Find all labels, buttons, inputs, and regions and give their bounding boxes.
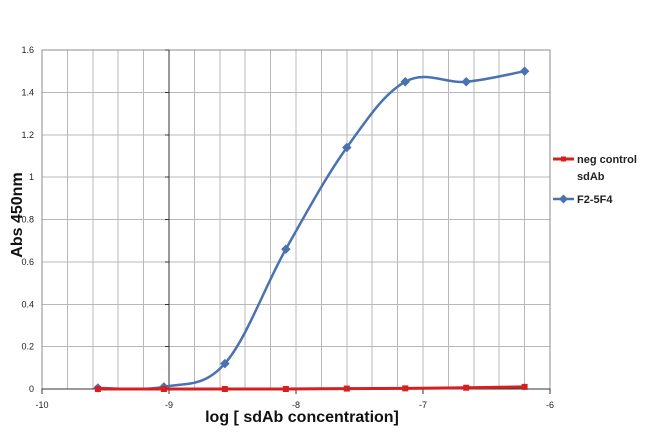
data-point <box>463 384 470 391</box>
legend-label: neg control <box>577 154 637 166</box>
legend: neg control sdAb F2-5F4 <box>553 154 637 206</box>
series-line <box>97 69 525 391</box>
x-axis: -10 -9 -8 -7 -6 <box>35 400 554 410</box>
series-neg-control <box>94 383 528 392</box>
legend-entry: neg control sdAb <box>553 154 637 183</box>
series-f2-5f4 <box>93 66 530 393</box>
y-axis-title: Abs 450nm <box>9 172 26 257</box>
x-axis-title: log [ sdAb concentration] <box>205 409 399 426</box>
data-point <box>221 386 228 392</box>
x-tick-label: -7 <box>419 400 427 410</box>
grid-lines <box>41 49 551 390</box>
y-tick-label: 0.6 <box>21 257 34 267</box>
series-layer <box>93 66 530 393</box>
data-point <box>402 385 409 392</box>
legend-marker <box>561 156 566 162</box>
y-tick-label: 0.8 <box>21 215 34 225</box>
x-tick-label: -8 <box>292 400 300 410</box>
y-tick-label: 1.2 <box>21 130 34 140</box>
data-point <box>341 142 352 153</box>
data-point <box>521 383 528 390</box>
x-tick-label: -6 <box>546 400 554 410</box>
data-point <box>282 386 289 392</box>
x-tick-label: -10 <box>35 400 48 410</box>
y-axis: 0 0.2 0.4 0.6 0.8 1 1.2 1.4 1.6 <box>21 45 34 394</box>
data-point <box>461 76 472 87</box>
legend-entry: F2-5F4 <box>553 194 613 206</box>
data-point <box>160 386 167 392</box>
x-tick-label: -9 <box>165 400 173 410</box>
y-tick-label: 0.2 <box>21 342 34 352</box>
data-point <box>280 244 291 255</box>
legend-label: sdAb <box>577 171 605 183</box>
data-point <box>343 385 350 392</box>
y-tick-label: 0 <box>29 384 34 394</box>
data-point <box>94 386 101 392</box>
y-tick-label: 0.4 <box>21 299 34 309</box>
y-tick-label: 1 <box>29 172 34 182</box>
y-tick-label: 1.6 <box>21 45 34 55</box>
legend-marker <box>559 194 568 204</box>
legend-label: F2-5F4 <box>577 194 613 206</box>
data-point <box>220 358 230 369</box>
data-point <box>519 66 530 77</box>
data-point <box>400 76 411 87</box>
y-tick-label: 1.4 <box>21 87 34 97</box>
